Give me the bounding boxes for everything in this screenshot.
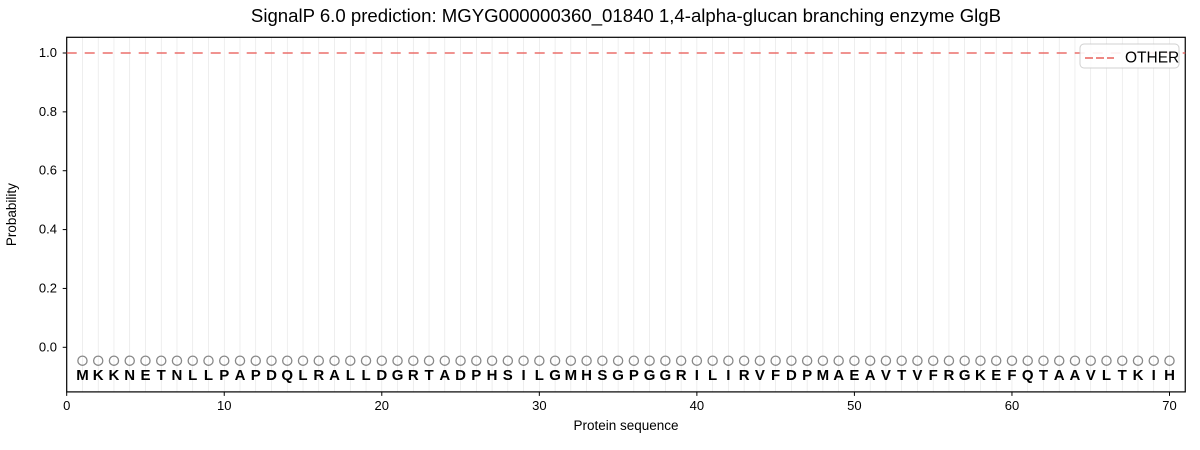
svg-text:I: I [726, 367, 730, 384]
svg-text:E: E [991, 367, 1001, 384]
svg-text:L: L [535, 367, 544, 384]
svg-text:P: P [802, 367, 812, 384]
svg-text:G: G [959, 367, 971, 384]
svg-text:G: G [612, 367, 624, 384]
svg-text:P: P [219, 367, 229, 384]
svg-text:L: L [361, 367, 370, 384]
svg-text:D: D [455, 367, 466, 384]
svg-text:F: F [1007, 367, 1016, 384]
svg-text:E: E [140, 367, 150, 384]
svg-text:0.6: 0.6 [39, 163, 57, 178]
svg-text:M: M [76, 367, 89, 384]
svg-text:P: P [251, 367, 261, 384]
svg-text:0.4: 0.4 [39, 222, 57, 237]
svg-text:Probability: Probability [4, 183, 19, 246]
svg-text:L: L [708, 367, 717, 384]
svg-text:T: T [424, 367, 433, 384]
svg-text:Protein sequence: Protein sequence [573, 418, 678, 433]
svg-text:R: R [676, 367, 687, 384]
svg-text:H: H [581, 367, 592, 384]
svg-text:T: T [157, 367, 166, 384]
svg-text:K: K [93, 367, 104, 384]
svg-text:R: R [408, 367, 419, 384]
svg-text:G: G [392, 367, 404, 384]
svg-text:N: N [124, 367, 135, 384]
svg-text:P: P [629, 367, 639, 384]
svg-text:40: 40 [690, 398, 704, 413]
svg-text:S: S [503, 367, 513, 384]
svg-text:E: E [849, 367, 859, 384]
svg-text:L: L [346, 367, 355, 384]
svg-text:D: D [376, 367, 387, 384]
svg-text:D: D [266, 367, 277, 384]
svg-text:L: L [188, 367, 197, 384]
svg-text:0.2: 0.2 [39, 280, 57, 295]
svg-text:F: F [929, 367, 938, 384]
svg-text:M: M [565, 367, 578, 384]
svg-text:OTHER: OTHER [1125, 50, 1179, 67]
svg-text:R: R [944, 367, 955, 384]
svg-text:50: 50 [847, 398, 861, 413]
svg-text:A: A [329, 367, 340, 384]
svg-text:G: G [549, 367, 561, 384]
svg-text:L: L [204, 367, 213, 384]
svg-text:N: N [172, 367, 183, 384]
svg-text:0: 0 [63, 398, 70, 413]
svg-text:K: K [975, 367, 986, 384]
svg-text:S: S [597, 367, 607, 384]
svg-text:1.0: 1.0 [39, 45, 57, 60]
svg-text:I: I [521, 367, 525, 384]
svg-text:0.0: 0.0 [39, 339, 57, 354]
svg-text:H: H [1164, 367, 1175, 384]
svg-text:A: A [439, 367, 450, 384]
svg-text:A: A [235, 367, 246, 384]
svg-text:A: A [833, 367, 844, 384]
svg-text:K: K [109, 367, 120, 384]
svg-text:T: T [897, 367, 906, 384]
svg-text:70: 70 [1162, 398, 1176, 413]
svg-text:A: A [865, 367, 876, 384]
svg-text:60: 60 [1005, 398, 1019, 413]
svg-text:G: G [660, 367, 672, 384]
svg-text:K: K [1133, 367, 1144, 384]
svg-text:I: I [695, 367, 699, 384]
svg-text:V: V [1086, 367, 1096, 384]
svg-text:A: A [1070, 367, 1081, 384]
svg-text:M: M [817, 367, 830, 384]
svg-text:I: I [1152, 367, 1156, 384]
svg-text:V: V [755, 367, 765, 384]
svg-text:L: L [1102, 367, 1111, 384]
svg-text:D: D [786, 367, 797, 384]
svg-text:20: 20 [375, 398, 389, 413]
svg-text:R: R [739, 367, 750, 384]
svg-text:P: P [471, 367, 481, 384]
svg-text:0.8: 0.8 [39, 104, 57, 119]
svg-text:L: L [298, 367, 307, 384]
svg-text:V: V [912, 367, 922, 384]
svg-text:T: T [1039, 367, 1048, 384]
svg-text:10: 10 [217, 398, 231, 413]
svg-text:G: G [644, 367, 656, 384]
svg-text:30: 30 [532, 398, 546, 413]
svg-text:T: T [1118, 367, 1127, 384]
svg-text:Q: Q [1022, 367, 1034, 384]
svg-text:V: V [881, 367, 891, 384]
svg-text:H: H [487, 367, 498, 384]
svg-text:A: A [1054, 367, 1065, 384]
svg-text:R: R [313, 367, 324, 384]
svg-text:Q: Q [281, 367, 293, 384]
svg-text:F: F [771, 367, 780, 384]
svg-text:SignalP 6.0 prediction: MGYG00: SignalP 6.0 prediction: MGYG000000360_01… [251, 5, 1001, 27]
